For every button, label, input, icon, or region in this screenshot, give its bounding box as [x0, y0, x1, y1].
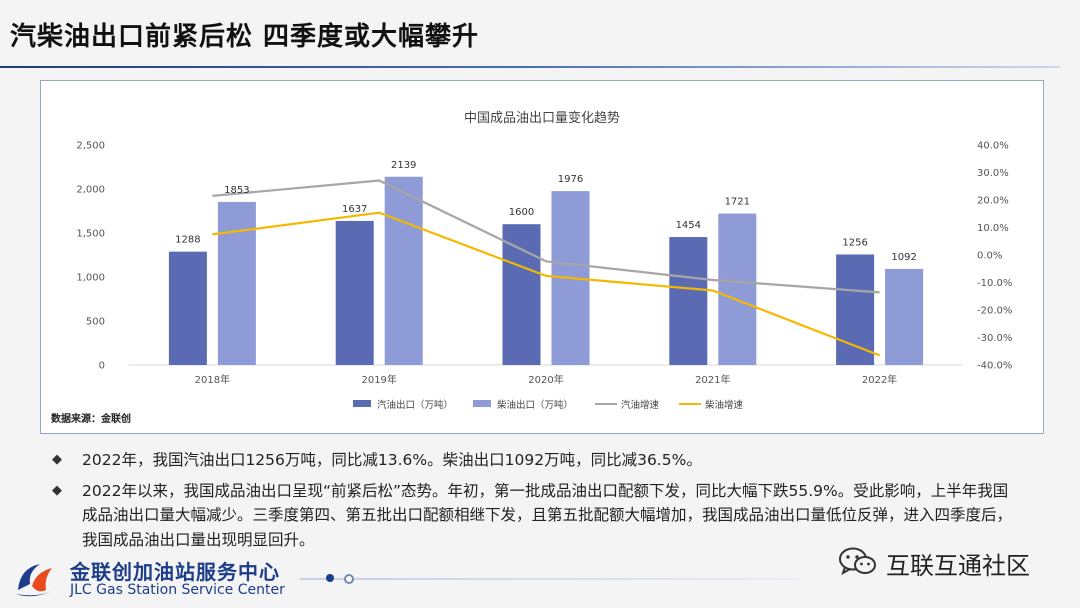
export-trend-chart: 中国成品油出口量变化趋势 0 500 1,000 1,500 2,000 2,500 -4… [51, 110, 1012, 425]
bar [502, 224, 541, 365]
left-axis-ticks: 0 500 1,000 1,500 2,000 2,500 [76, 141, 105, 372]
bar [836, 254, 875, 365]
right-tick-label: -30.0% [977, 333, 1012, 344]
left-tick-label: 1,000 [76, 273, 105, 284]
bar-data-label: 1721 [725, 197, 750, 208]
bar-data-label: 1600 [509, 207, 534, 218]
bar-data-label: 1092 [891, 252, 916, 263]
logo-name-en: JLC Gas Station Service Center [70, 582, 285, 598]
category-label: 2019年 [361, 373, 396, 386]
legend-swatch [353, 400, 371, 407]
left-tick-label: 2,000 [76, 185, 105, 196]
diamond-bullet-icon: ◆ [52, 482, 62, 498]
data-source: 数据来源：金联创 [51, 412, 131, 425]
category-label: 2022年 [862, 373, 897, 386]
left-tick-label: 2,500 [76, 141, 105, 152]
wechat-icon [839, 547, 876, 576]
legend-swatch [473, 400, 491, 407]
legend-label: 柴油增速 [705, 399, 744, 411]
jlc-emblem-icon [16, 564, 54, 597]
bar [885, 268, 924, 365]
left-tick-label: 0 [99, 361, 105, 372]
summary-bullets: ◆ 2022年，我国汽油出口1256万吨，同比减13.6%。柴油出口1092万吨… [52, 448, 1012, 558]
chart-panel: 中国成品油出口量变化趋势 0 500 1,000 1,500 2,000 2,500 -4… [40, 80, 1044, 434]
category-label: 2021年 [695, 373, 730, 386]
bar-data-label: 1637 [342, 204, 367, 215]
right-tick-label: 40.0% [977, 141, 1009, 152]
bar-data-labels: 1288 1637 1600 1454 1256 1853 2139 1976 1721 1092 [175, 160, 917, 263]
bar [335, 220, 374, 365]
legend-label: 汽油增速 [621, 399, 660, 411]
bar [718, 213, 757, 365]
bar [217, 201, 256, 365]
category-labels: 2018年 2019年 2020年 2021年 2022年 [195, 373, 898, 386]
right-tick-label: 30.0% [977, 168, 1009, 179]
wechat-watermark: 互联互通社区 [838, 544, 1078, 580]
bar-data-label: 1454 [676, 220, 701, 231]
diamond-bullet-icon: ◆ [52, 452, 62, 467]
bullet-text: 2022年以来，我国成品油出口呈现“前紧后松”态势。年初，第一批成品油出口配额下… [82, 481, 1013, 549]
category-label: 2020年 [528, 373, 563, 386]
right-axis-ticks: -40.0% -30.0% -20.0% -10.0% 0.0% 10.0% 20.0% 30… [977, 141, 1012, 372]
chart-title: 中国成品油出口量变化趋势 [464, 110, 620, 126]
title-underline [0, 66, 1060, 68]
bar-data-label: 1976 [558, 174, 583, 185]
right-tick-label: 0.0% [977, 251, 1002, 262]
footer-divider [300, 578, 800, 580]
right-tick-label: -20.0% [977, 306, 1012, 317]
chart-legend: 汽油出口（万吨） 柴油出口（万吨） 汽油增速 柴油增速 [353, 399, 744, 411]
right-tick-label: -40.0% [977, 361, 1012, 372]
right-tick-label: 20.0% [977, 196, 1009, 207]
line-series [212, 179, 880, 357]
footer-dot [344, 574, 354, 584]
wechat-account-name: 互联互通社区 [886, 552, 1030, 580]
bullet-item: ◆ 2022年，我国汽油出口1256万吨，同比减13.6%。柴油出口1092万吨… [52, 448, 1012, 473]
right-tick-label: -10.0% [977, 278, 1012, 289]
bullet-item: ◆ 2022年以来，我国成品油出口呈现“前紧后松”态势。年初，第一批成品油出口配… [52, 479, 1012, 553]
bar [168, 251, 207, 365]
bar [384, 176, 423, 365]
category-label: 2018年 [195, 373, 230, 386]
logo-name-cn: 金联创加油站服务中心 [70, 560, 280, 584]
bar-data-label: 1256 [842, 237, 867, 248]
bar-data-label: 2139 [391, 160, 416, 171]
bar-data-label: 1288 [175, 235, 200, 246]
bullet-text: 2022年，我国汽油出口1256万吨，同比减13.6%。柴油出口1092万吨，同… [82, 451, 702, 469]
page-title: 汽柴油出口前紧后松 四季度或大幅攀升 [10, 22, 480, 52]
right-tick-label: 10.0% [977, 223, 1009, 234]
left-tick-label: 1,500 [76, 229, 105, 240]
bar-data-label: 1853 [224, 185, 249, 196]
bar [669, 237, 708, 365]
left-tick-label: 500 [86, 317, 105, 328]
bar-series [168, 176, 924, 365]
company-logo: 金联创加油站服务中心 JLC Gas Station Service Cente… [14, 554, 294, 604]
legend-label: 汽油出口（万吨） [377, 399, 453, 411]
legend-label: 柴油出口（万吨） [497, 399, 573, 411]
footer-dot [326, 574, 334, 582]
